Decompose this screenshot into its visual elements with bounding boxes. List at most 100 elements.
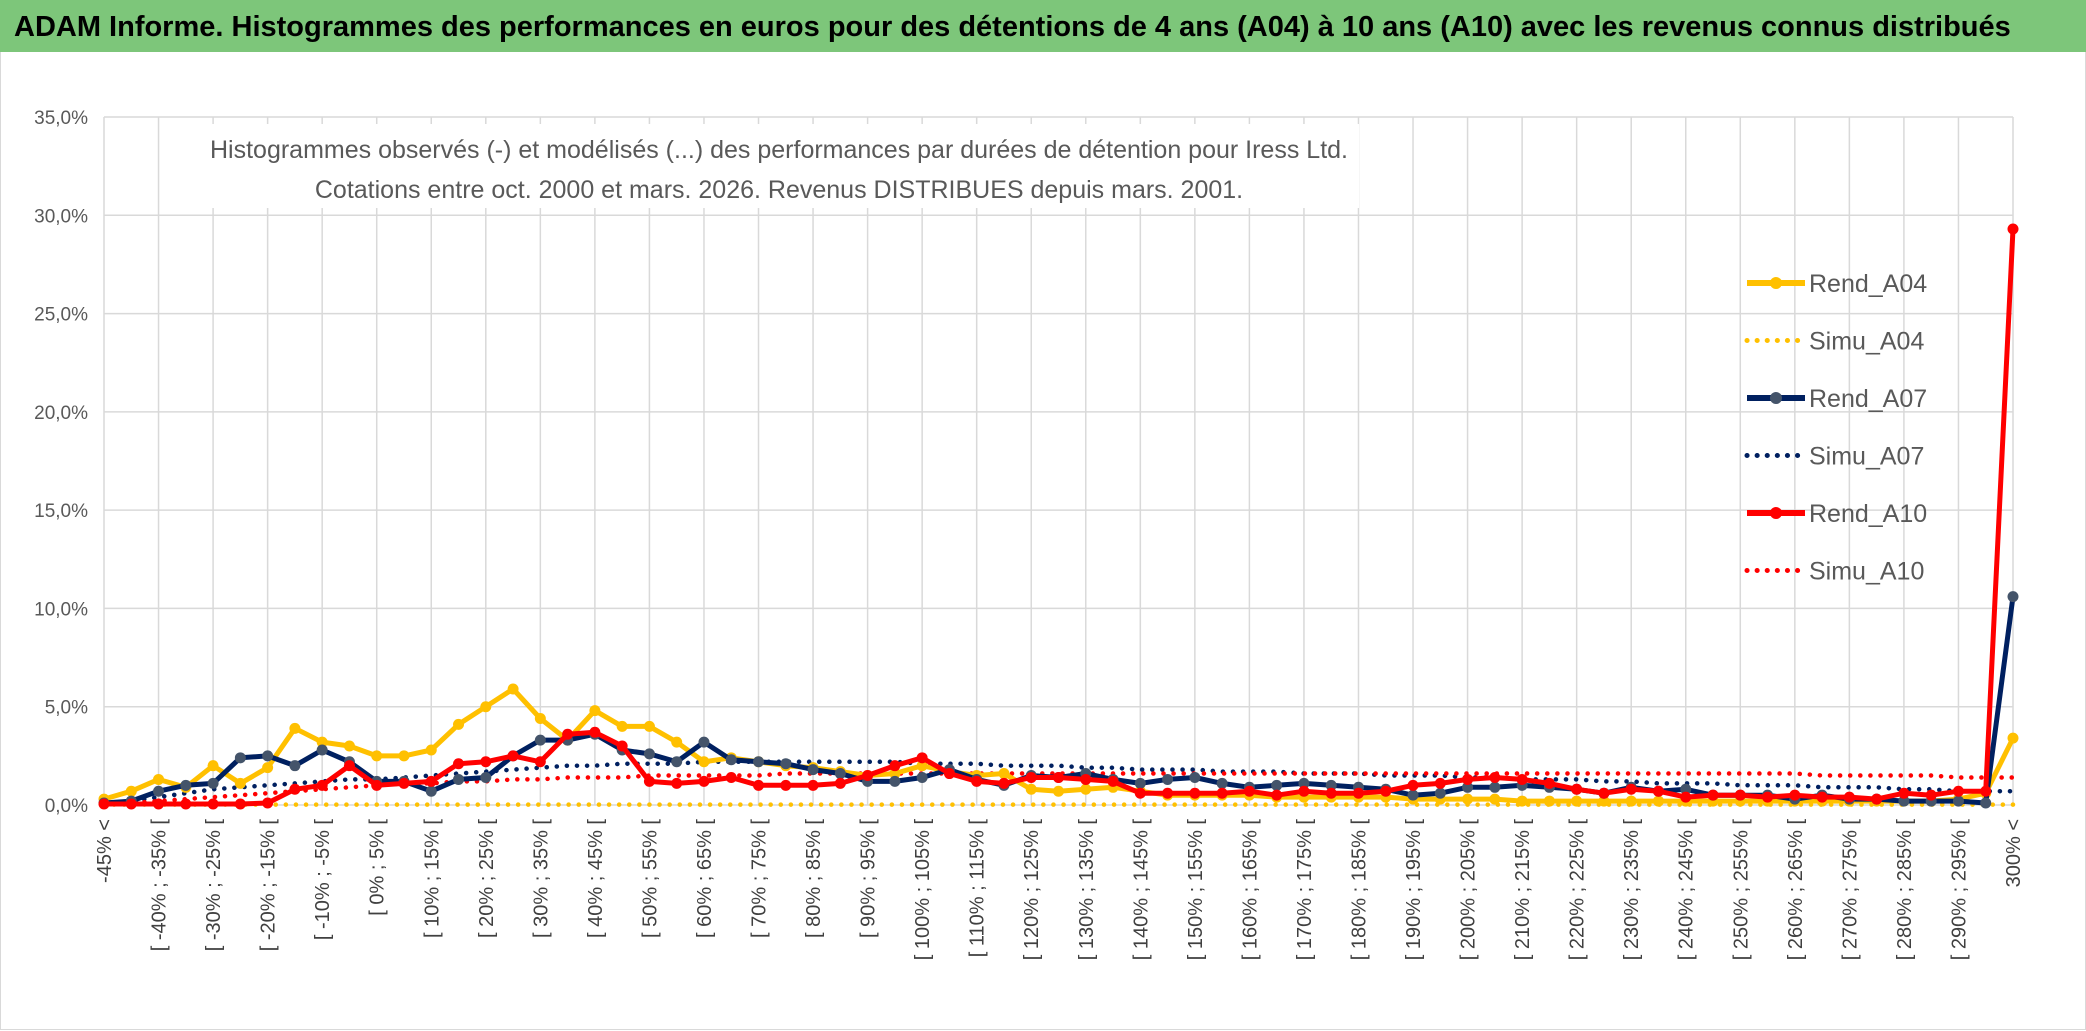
x-tick-label: [ 100% ; 105% [ bbox=[912, 819, 934, 961]
data-point-rend-a10 bbox=[753, 779, 765, 791]
data-point-rend-a10 bbox=[1980, 785, 1992, 797]
data-point-rend-a07 bbox=[780, 758, 792, 770]
data-point-rend-a04 bbox=[125, 785, 137, 797]
data-point-rend-a07 bbox=[1980, 797, 1992, 809]
data-point-rend-a07 bbox=[1489, 781, 1501, 793]
data-point-rend-a10 bbox=[1189, 787, 1201, 799]
x-tick-label: [ 110% ; 115% [ bbox=[967, 819, 989, 958]
data-point-rend-a10 bbox=[1025, 771, 1037, 783]
chart-subtitle-line2: Cotations entre oct. 2000 et mars. 2026.… bbox=[315, 176, 1243, 204]
y-tick-label: 10,0% bbox=[34, 599, 88, 620]
x-tick-label: [ 190% ; 195% [ bbox=[1403, 819, 1425, 961]
x-tick-label: [ 180% ; 185% [ bbox=[1348, 819, 1370, 961]
data-point-rend-a10 bbox=[289, 783, 301, 795]
data-point-rend-a10 bbox=[916, 752, 928, 764]
data-point-rend-a04 bbox=[398, 750, 410, 762]
data-point-rend-a07 bbox=[834, 768, 846, 780]
data-point-rend-a10 bbox=[1734, 789, 1746, 801]
data-point-rend-a07 bbox=[1162, 773, 1174, 785]
data-point-rend-a07 bbox=[425, 785, 437, 797]
data-point-rend-a04 bbox=[207, 760, 219, 772]
data-point-rend-a04 bbox=[371, 750, 383, 762]
x-tick-label: [ 0% ; 5% [ bbox=[367, 819, 389, 916]
data-point-rend-a10 bbox=[1898, 787, 1910, 799]
data-point-rend-a10 bbox=[1843, 791, 1855, 803]
data-point-rend-a07 bbox=[671, 756, 683, 768]
data-point-rend-a04 bbox=[998, 768, 1010, 780]
data-point-rend-a04 bbox=[262, 762, 274, 774]
data-point-rend-a04 bbox=[889, 768, 901, 780]
data-point-rend-a10 bbox=[1925, 789, 1937, 801]
data-point-rend-a10 bbox=[98, 798, 110, 810]
data-point-rend-a10 bbox=[1080, 773, 1092, 785]
x-tick-label: [ 120% ; 125% [ bbox=[1021, 819, 1043, 961]
data-point-rend-a07 bbox=[534, 734, 546, 746]
title-banner: ADAM Informe. Histogrammes des performan… bbox=[0, 0, 2086, 53]
data-point-rend-a07 bbox=[1434, 787, 1446, 799]
data-point-rend-a04 bbox=[234, 777, 246, 789]
data-point-rend-a10 bbox=[807, 779, 819, 791]
x-tick-label: [ 250% ; 255% [ bbox=[1730, 819, 1752, 961]
data-point-rend-a10 bbox=[616, 740, 628, 752]
data-point-rend-a10 bbox=[1652, 785, 1664, 797]
data-point-rend-a04 bbox=[1652, 795, 1664, 807]
data-point-rend-a07 bbox=[262, 750, 274, 762]
data-point-rend-a10 bbox=[1407, 779, 1419, 791]
data-point-rend-a10 bbox=[153, 798, 165, 810]
data-point-rend-a04 bbox=[534, 713, 546, 725]
data-point-rend-a10 bbox=[562, 728, 574, 740]
data-point-rend-a10 bbox=[1216, 787, 1228, 799]
data-point-rend-a04 bbox=[289, 722, 301, 734]
data-point-rend-a07 bbox=[234, 752, 246, 764]
data-point-rend-a07 bbox=[1134, 777, 1146, 789]
data-point-rend-a10 bbox=[125, 798, 137, 810]
x-tick-label: [ 240% ; 245% [ bbox=[1676, 819, 1698, 961]
x-tick-label: [ 20% ; 25% [ bbox=[476, 819, 498, 938]
data-point-rend-a10 bbox=[1489, 771, 1501, 783]
data-point-rend-a10 bbox=[1380, 785, 1392, 797]
data-point-rend-a04 bbox=[1462, 793, 1474, 805]
data-point-rend-a07 bbox=[289, 760, 301, 772]
data-point-rend-a07 bbox=[1462, 781, 1474, 793]
data-point-rend-a04 bbox=[1489, 793, 1501, 805]
data-point-rend-a04 bbox=[589, 705, 601, 717]
x-tick-label: [ 70% ; 75% [ bbox=[749, 819, 771, 938]
x-tick-label: [ 220% ; 225% [ bbox=[1567, 819, 1589, 961]
legend-label-simu-a04: Simu_A04 bbox=[1809, 328, 1924, 356]
data-point-rend-a04 bbox=[916, 760, 928, 772]
x-tick-label: [ 210% ; 215% [ bbox=[1512, 819, 1534, 961]
data-point-rend-a10 bbox=[180, 798, 192, 810]
y-tick-label: 30,0% bbox=[34, 206, 88, 227]
data-point-rend-a04 bbox=[1598, 795, 1610, 807]
data-point-rend-a10 bbox=[943, 768, 955, 780]
data-point-rend-a07 bbox=[2007, 591, 2019, 603]
data-point-rend-a04 bbox=[1516, 795, 1528, 807]
data-point-rend-a04 bbox=[316, 736, 328, 748]
y-tick-label: 5,0% bbox=[45, 698, 88, 719]
series-lines bbox=[98, 223, 2019, 810]
x-tick-label: [ 50% ; 55% [ bbox=[639, 819, 661, 938]
data-point-rend-a10 bbox=[1762, 791, 1774, 803]
series-line-rend-a10 bbox=[104, 228, 2016, 807]
data-point-rend-a10 bbox=[643, 775, 655, 787]
data-point-rend-a04 bbox=[425, 744, 437, 756]
data-point-rend-a04 bbox=[153, 773, 165, 785]
x-axis-ticks: -45% < [ -40% ; -35% [[ -30% ; -25% [[ -2… bbox=[94, 819, 2025, 961]
data-point-rend-a04 bbox=[1053, 785, 1064, 797]
data-point-rend-a10 bbox=[671, 777, 683, 789]
data-point-rend-a07 bbox=[207, 777, 219, 789]
data-point-rend-a07 bbox=[698, 736, 710, 748]
data-point-rend-a10 bbox=[1107, 775, 1119, 787]
data-point-rend-a07 bbox=[316, 744, 328, 756]
data-point-rend-a10 bbox=[1625, 783, 1637, 795]
data-point-rend-a10 bbox=[1271, 789, 1283, 801]
x-tick-label: [ 280% ; 285% [ bbox=[1894, 819, 1916, 961]
data-point-rend-a10 bbox=[480, 756, 492, 768]
x-tick-label: [ -30% ; -25% [ bbox=[203, 819, 225, 952]
data-point-rend-a07 bbox=[889, 775, 901, 787]
data-point-rend-a10 bbox=[398, 777, 410, 789]
x-tick-label: [ 140% ; 145% [ bbox=[1130, 819, 1152, 961]
data-point-rend-a10 bbox=[1871, 793, 1883, 805]
x-tick-label: [ 130% ; 135% [ bbox=[1076, 819, 1098, 961]
data-point-rend-a10 bbox=[1571, 783, 1583, 795]
